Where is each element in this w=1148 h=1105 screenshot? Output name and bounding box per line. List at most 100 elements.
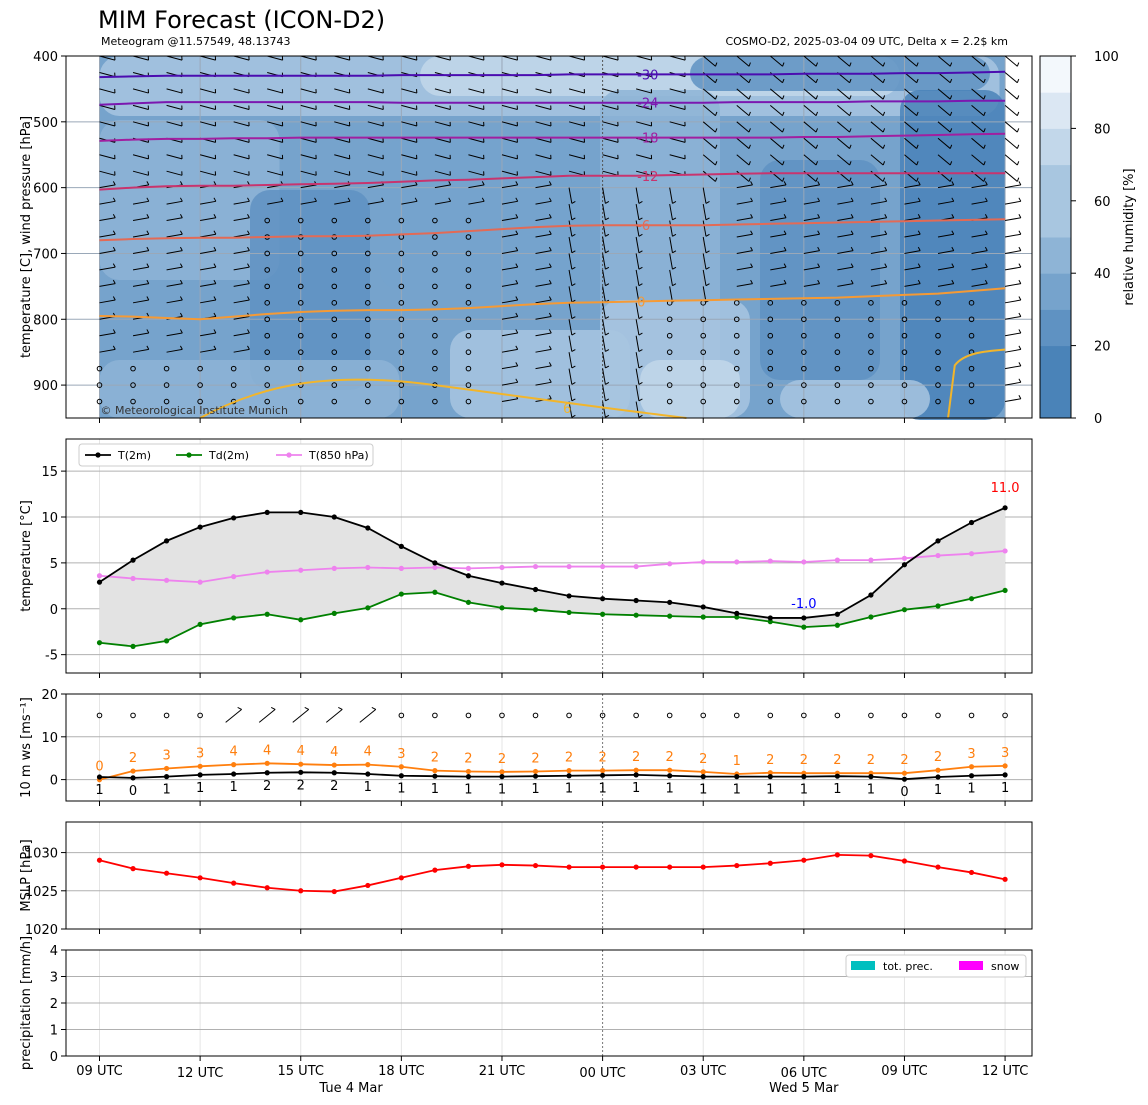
wind-barb	[1004, 283, 1021, 287]
wind-barb-feather	[179, 329, 183, 334]
series-point	[700, 774, 706, 780]
wind-calm-marker	[733, 332, 740, 339]
wind-barb	[200, 283, 216, 287]
wind-speed-value-label: 1	[531, 782, 539, 797]
wind-barb	[501, 283, 518, 287]
wind-barb-feather	[571, 316, 576, 320]
wind-barb	[166, 55, 183, 61]
wind-barb-feather	[882, 144, 886, 149]
legend-box	[845, 954, 1027, 978]
wind-barb-feather	[817, 279, 821, 284]
wind-barb	[334, 137, 350, 143]
wind-barb-feather	[1018, 230, 1022, 235]
wind-barb	[535, 121, 552, 127]
wind-barb-feather	[715, 161, 718, 166]
wind-calm-marker	[432, 234, 438, 240]
wind-barb	[870, 233, 887, 238]
wind-barb-feather	[750, 230, 753, 235]
wind-barb	[736, 104, 750, 117]
wind-calm-marker	[365, 267, 371, 273]
wind-barb	[568, 55, 585, 61]
wind-barb	[702, 236, 707, 253]
wind-barb-feather	[1016, 177, 1020, 182]
wind-barb-feather	[983, 128, 986, 133]
wind-barb-feather	[949, 78, 953, 83]
isotherm-line	[99, 218, 1006, 242]
wind-barb	[904, 217, 921, 222]
y-tick-label: 1025	[25, 885, 58, 900]
colorbar-tick-label: 40	[1094, 267, 1111, 282]
wind-barb-feather	[949, 62, 953, 67]
wind-barb	[904, 121, 918, 133]
wind-barb	[535, 365, 552, 370]
wind-calm-marker	[935, 316, 941, 323]
wind-calm-marker	[264, 316, 271, 323]
wind-barb	[401, 121, 417, 127]
wind-barb	[971, 250, 988, 254]
wind-barb-feather	[984, 181, 988, 186]
wind-calm-marker	[432, 712, 438, 719]
wind-barb-feather	[146, 181, 150, 186]
wind-barb-feather	[638, 266, 643, 270]
wind-barb	[568, 204, 573, 220]
gust-value-label: 3	[1001, 746, 1009, 761]
y-tick-label: 800	[33, 313, 58, 328]
wind-calm-marker	[398, 332, 405, 339]
wind-barb-feather	[571, 349, 576, 352]
wind-calm-marker	[465, 316, 472, 323]
wind-barb	[769, 154, 783, 166]
wind-barb	[233, 55, 250, 61]
wind-barb	[132, 104, 149, 110]
series-point	[1002, 587, 1008, 594]
wind-barb	[736, 250, 753, 254]
wind-barb-feather	[515, 296, 519, 301]
y-tick-label: 0	[50, 603, 58, 618]
legend-label: tot. prec.	[883, 960, 933, 973]
wind-calm-marker	[901, 365, 908, 372]
wind-barb-feather	[815, 161, 819, 166]
series-point	[834, 611, 840, 617]
colorbar-tick-label: 80	[1094, 122, 1111, 137]
wind-calm-marker	[666, 365, 673, 372]
wind-barb	[904, 266, 921, 271]
series-point	[197, 524, 203, 530]
wind-barb	[233, 266, 250, 271]
wind-barb	[736, 233, 753, 238]
isotherm-line	[99, 287, 1006, 321]
wind-calm-marker	[666, 316, 673, 323]
series-point	[231, 615, 237, 621]
wind-barb	[669, 137, 686, 143]
gust-value-label: 3	[967, 747, 975, 762]
series-point	[163, 870, 170, 876]
series-point	[700, 769, 706, 775]
wind-calm-marker	[733, 300, 740, 306]
gust-value-label: 4	[364, 745, 372, 760]
wind-barb	[1004, 200, 1021, 205]
wind-barb-feather	[146, 246, 150, 251]
series-point	[130, 775, 136, 781]
wind-barb	[367, 104, 384, 110]
wind-calm-marker	[901, 332, 908, 339]
wind-calm-marker	[767, 316, 774, 323]
series-point	[734, 610, 740, 616]
wind-barb	[568, 286, 573, 303]
wind-barb-feather	[213, 230, 217, 235]
series-point	[935, 774, 941, 780]
humidity-contour-region	[99, 120, 280, 280]
wind-barb-feather	[815, 62, 819, 67]
wind-barb-feather	[515, 181, 519, 186]
wind-barb	[602, 352, 606, 369]
wind-barb-feather	[515, 230, 519, 235]
wind-barb	[99, 154, 116, 160]
wind-barb	[702, 170, 716, 182]
wind-barb-feather	[112, 230, 116, 235]
wind-barb-feather	[179, 345, 183, 350]
wind-barb-feather	[884, 246, 888, 251]
wind-barb	[870, 154, 884, 166]
series-point	[968, 869, 975, 876]
wind-calm-marker	[297, 332, 304, 339]
wind-barb	[870, 184, 887, 189]
wind-barb	[669, 220, 673, 237]
wind-barb	[904, 104, 918, 117]
wind-barb-feather	[548, 181, 552, 186]
